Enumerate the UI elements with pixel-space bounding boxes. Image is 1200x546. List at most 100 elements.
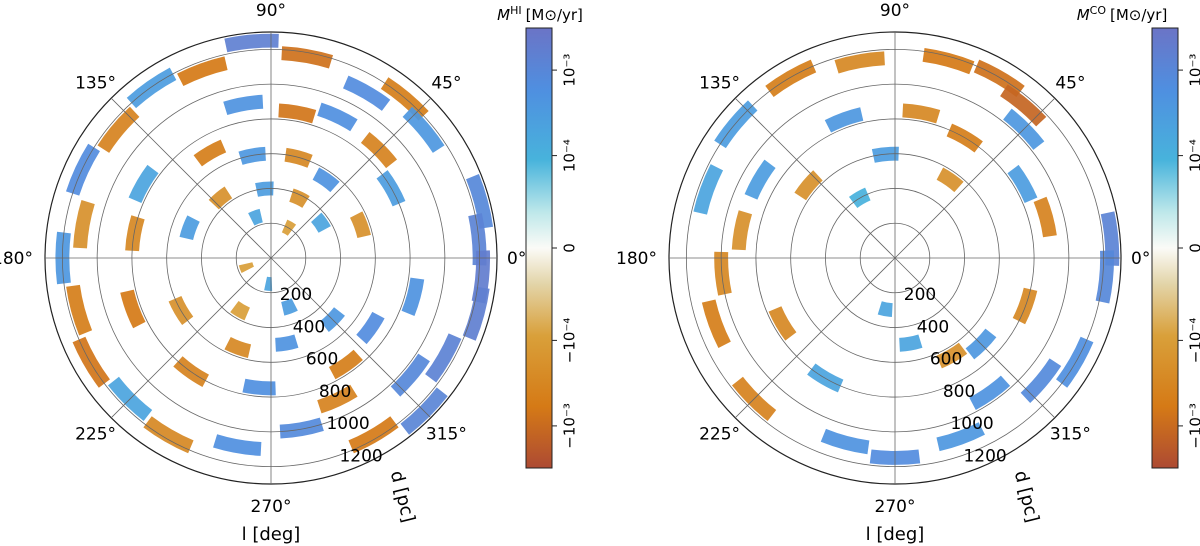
- hi-cell-0: [224, 33, 279, 53]
- co-cell-7: [693, 164, 724, 215]
- hi-cell-48: [179, 215, 200, 241]
- hi-colorbar-bar: [525, 27, 553, 469]
- co-rlabel: d [pc]: [1010, 469, 1043, 525]
- co-cell-3: [922, 47, 975, 75]
- hi-angle-tick-labels: 90° 135° 45° 180° 0° 225° 315° 270°: [0, 1, 526, 517]
- hi-cell-23: [97, 106, 140, 153]
- co-colorbar-bar: [1151, 27, 1179, 469]
- co-cell-9: [1095, 250, 1115, 304]
- hi-angle-label-45: 45°: [431, 74, 461, 94]
- co-cell-33: [936, 167, 964, 193]
- hi-cell-45: [275, 334, 299, 352]
- hi-xlabel: l [deg]: [242, 524, 301, 545]
- co-cell-13: [936, 422, 985, 452]
- co-radial-label-400: 400: [917, 318, 949, 338]
- co-cb-tick-label-1: 10⁻⁴: [1187, 139, 1200, 172]
- chart-co: 90° 135° 45° 180° 0° 225° 315° 270° 200 400 600 80…: [616, 1, 1200, 545]
- hi-cb-tick-label-3: −10⁻⁴: [561, 318, 579, 364]
- co-angle-label-0: 0°: [1131, 249, 1150, 269]
- co-radial-tick-labels: 200 400 600 800 1000 1200: [904, 285, 1007, 466]
- hi-angle-label-315: 315°: [426, 424, 467, 444]
- co-cell-11: [1020, 358, 1062, 403]
- hi-grid-spoke-6: [270, 257, 432, 419]
- co-grid-spoke-1: [734, 97, 896, 259]
- co-cell-25: [1033, 196, 1057, 238]
- co-radial-label-1200: 1200: [963, 446, 1006, 466]
- co-cb-tick-label-0: 10⁻³: [1187, 54, 1200, 87]
- hi-colorbar: 10⁻³ 10⁻⁴ 0 −10⁻⁴ −10⁻³ MHI [M⊙/yr]: [497, 4, 583, 469]
- hi-radial-label-1000: 1000: [326, 414, 369, 434]
- co-cell-32: [871, 146, 899, 163]
- hi-cell-32: [356, 311, 385, 345]
- hi-angle-label-0: 0°: [507, 249, 526, 269]
- hi-cell-43: [350, 211, 371, 239]
- co-cell-28: [936, 342, 968, 369]
- co-angle-label-315: 315°: [1050, 424, 1091, 444]
- hi-cell-56: [281, 219, 297, 236]
- hi-cell-53: [281, 298, 298, 316]
- hi-cb-tick-label-2: 0: [561, 243, 579, 253]
- co-angle-label-225: 225°: [699, 424, 740, 444]
- co-angle-label-270: 270°: [875, 497, 916, 517]
- hi-angle-label-180: 180°: [0, 249, 33, 269]
- hi-cb-tick-label-4: −10⁻³: [561, 403, 579, 449]
- co-radial-label-800: 800: [943, 382, 975, 402]
- hi-cell-54: [230, 301, 250, 321]
- hi-cell-8: [462, 286, 490, 341]
- co-cell-20: [744, 159, 776, 200]
- hi-cell-15: [213, 434, 262, 456]
- hi-plot: [44, 31, 498, 485]
- hi-cell-14: [279, 417, 324, 439]
- hi-radial-label-800: 800: [319, 382, 351, 402]
- co-cell-6: [714, 100, 758, 149]
- co-cell-24: [1007, 164, 1038, 203]
- hi-radial-tick-labels: 200 400 600 800 1000 1200: [280, 285, 383, 466]
- hi-radial-label-200: 200: [280, 285, 312, 305]
- co-colorbar-label: MCO [M⊙/yr]: [1077, 4, 1168, 24]
- co-cell-21: [824, 107, 864, 133]
- hi-angle-label-135: 135°: [75, 74, 116, 94]
- hi-cell-37: [125, 215, 145, 252]
- hi-cell-3: [380, 77, 429, 121]
- hi-angle-label-225: 225°: [75, 424, 116, 444]
- hi-cell-50: [255, 181, 274, 197]
- hi-cell-36: [120, 289, 146, 329]
- co-cell-26: [1012, 287, 1038, 325]
- co-radial-label-1000: 1000: [950, 414, 993, 434]
- co-cb-tick-label-3: −10⁻⁴: [1187, 318, 1200, 364]
- hi-cell-5: [466, 173, 494, 229]
- hi-cell-19: [66, 284, 93, 336]
- co-cell-1: [1000, 84, 1047, 127]
- hi-cell-4: [402, 106, 445, 153]
- co-cell-31: [794, 170, 823, 201]
- co-grid-spoke-5: [734, 257, 896, 419]
- co-angle-label-135: 135°: [699, 74, 740, 94]
- hi-grid-spoke-5: [110, 257, 272, 419]
- hi-cell-11: [390, 353, 430, 397]
- hi-cell-51: [289, 188, 310, 208]
- hi-grid-spoke-1: [110, 97, 272, 259]
- co-angle-label-45: 45°: [1055, 74, 1085, 94]
- co-cell-15: [820, 428, 870, 455]
- hi-cell-57: [264, 276, 273, 292]
- hi-radial-label-400: 400: [293, 318, 325, 338]
- hi-cells: [55, 33, 494, 456]
- hi-cell-25: [177, 56, 228, 87]
- hi-cell-28: [317, 102, 358, 132]
- co-angle-tick-labels: 90° 135° 45° 180° 0° 225° 315° 270°: [616, 1, 1150, 517]
- hi-colorbar-ticks: 10⁻³ 10⁻⁴ 0 −10⁻⁴ −10⁻³: [552, 54, 579, 449]
- co-cell-22: [902, 103, 941, 124]
- co-radial-label-600: 600: [930, 350, 962, 370]
- co-plot: [668, 31, 1122, 485]
- co-cell-34: [899, 334, 923, 352]
- hi-radial-label-600: 600: [306, 350, 338, 370]
- hi-cell-46: [224, 337, 252, 358]
- co-cell-10: [1056, 336, 1094, 388]
- hi-cell-9: [425, 333, 462, 383]
- hi-colorbar-label: MHI [M⊙/yr]: [497, 4, 583, 24]
- co-cb-tick-label-2: 0: [1187, 243, 1200, 253]
- co-cell-30: [768, 306, 797, 341]
- hi-cell-22: [65, 143, 100, 196]
- hi-radial-label-1200: 1200: [339, 446, 382, 466]
